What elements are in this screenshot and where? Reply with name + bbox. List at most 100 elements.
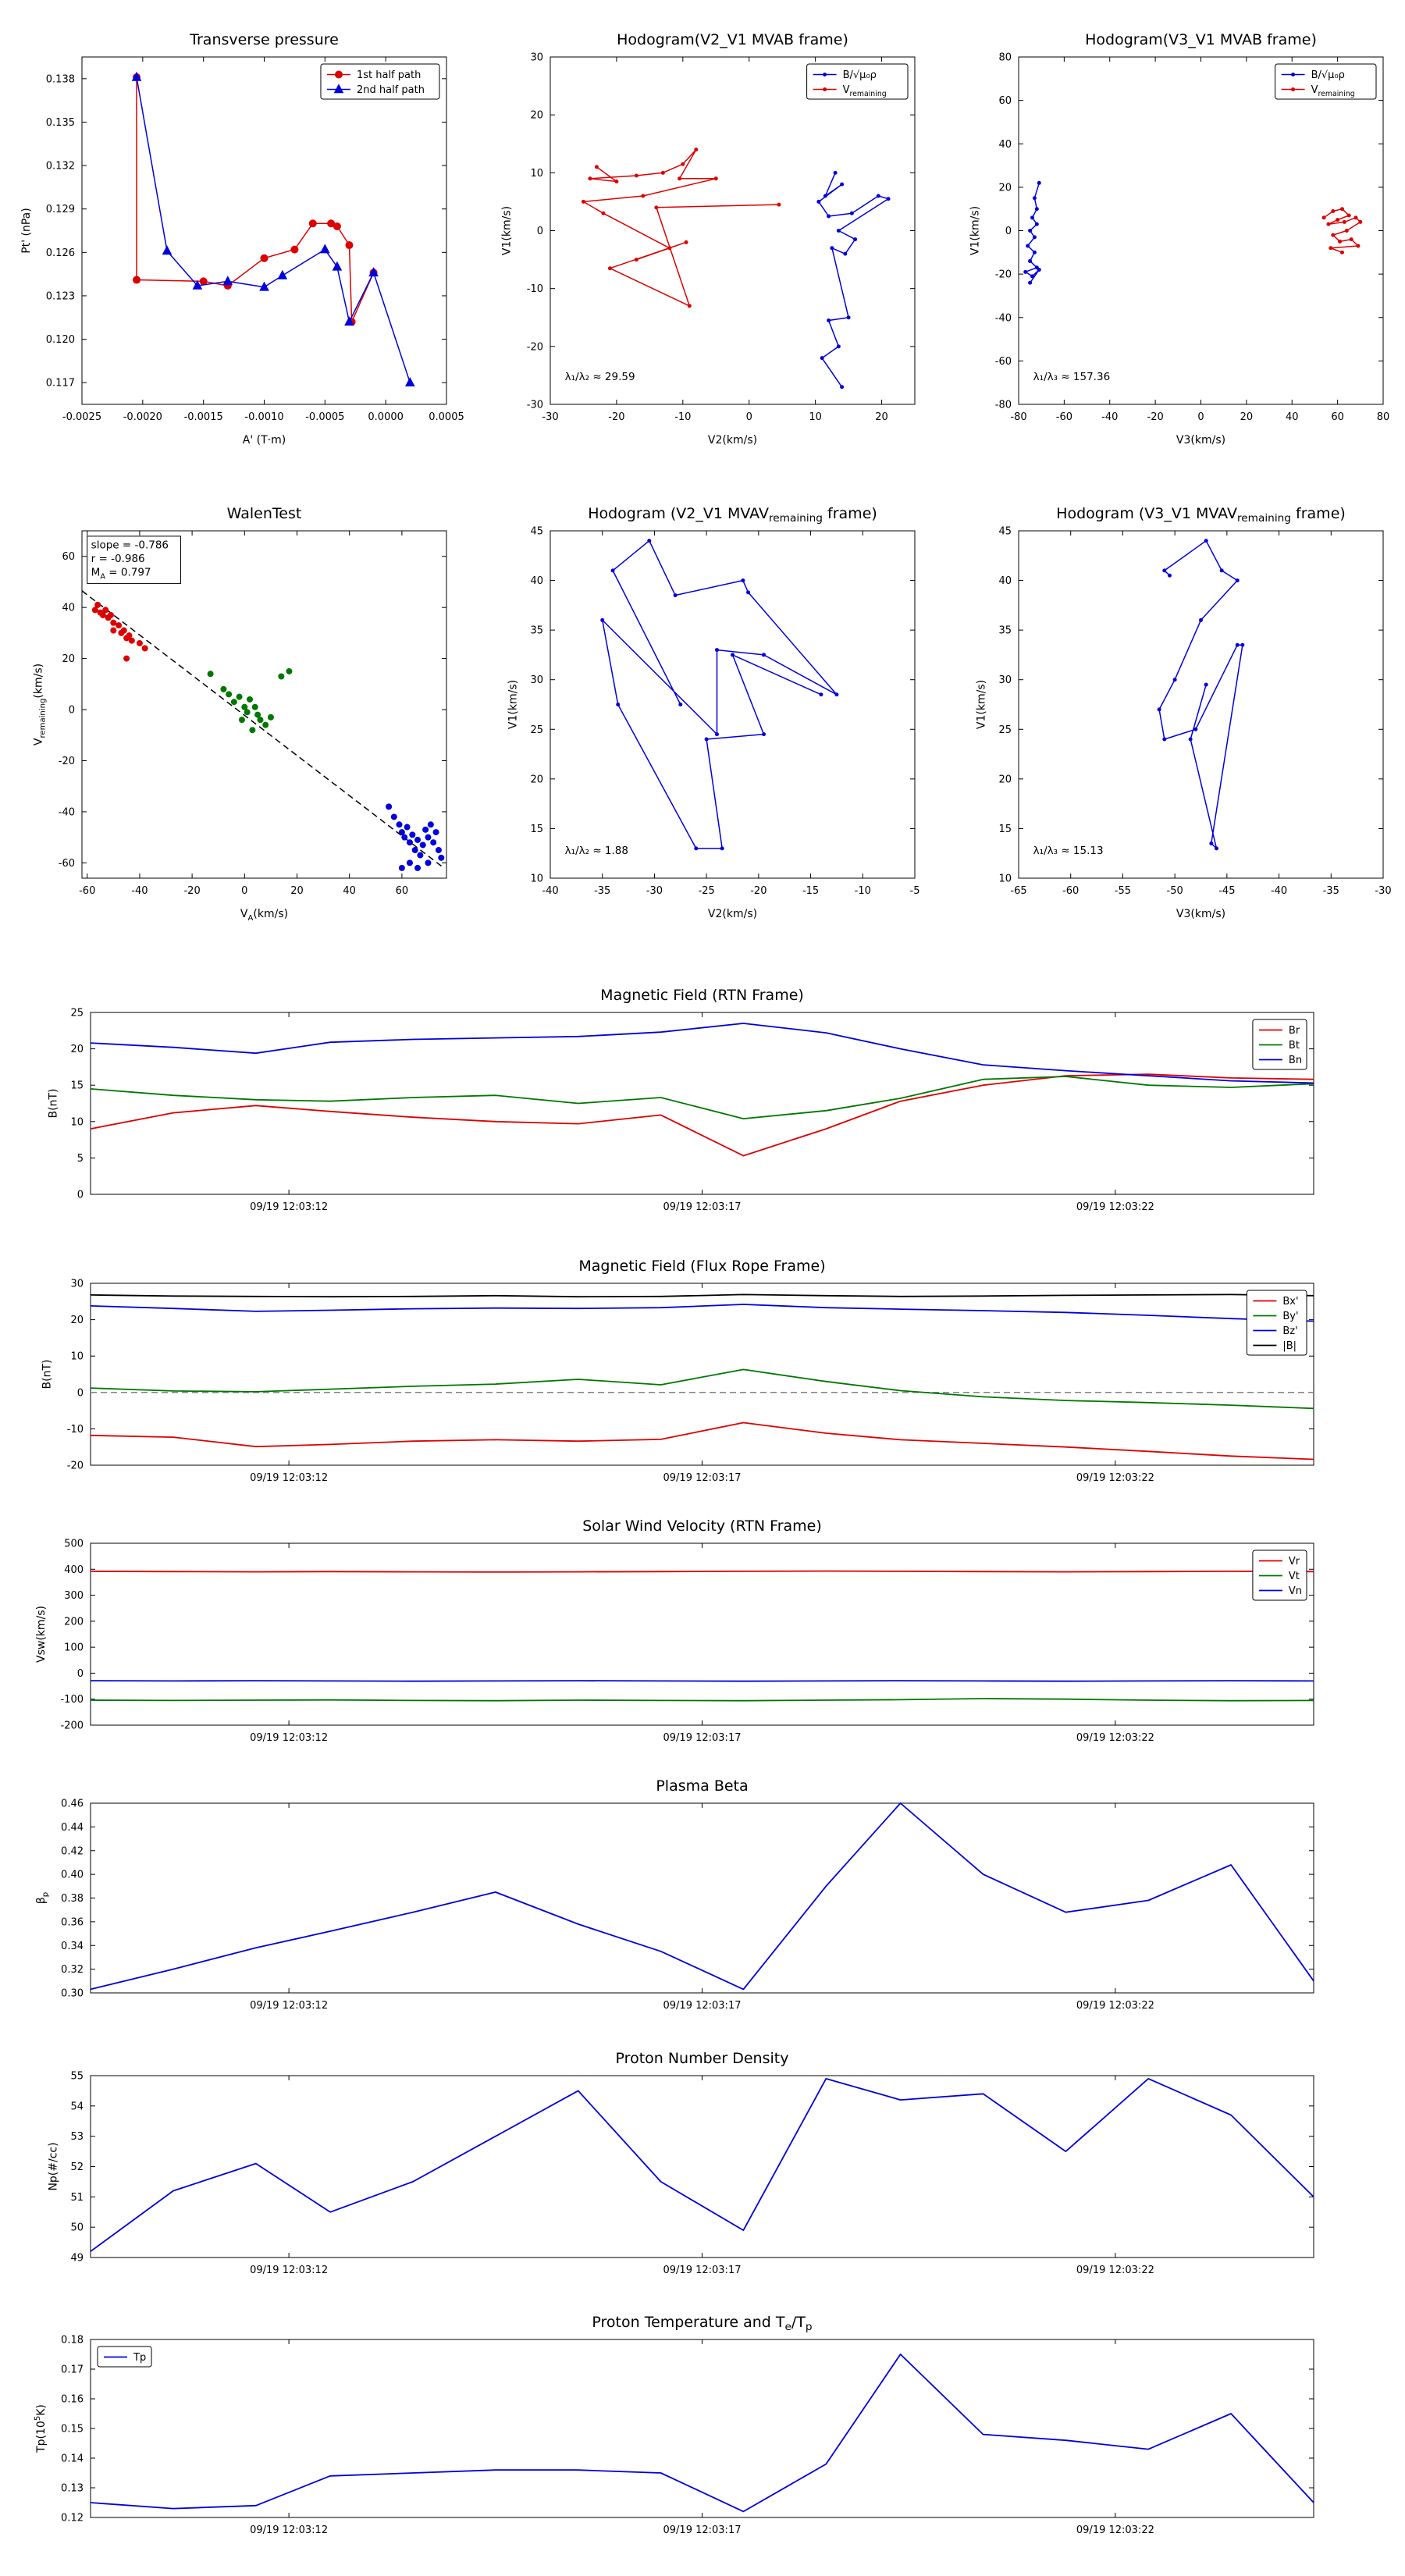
chart-title: Magnetic Field (Flux Rope Frame) (578, 1258, 825, 1275)
y-tick-label: 0.16 (61, 2394, 84, 2406)
svg-text:slope = -0.786: slope = -0.786 (91, 539, 169, 551)
series-aux-0 (90, 2078, 1314, 2252)
y-tick-label: 52 (70, 2161, 84, 2173)
proton_number_density-svg: 09/19 12:03:12 09/19 12:03:17 09/19 12:03:… (47, 2050, 1314, 2276)
x-tick-label: -15 (802, 885, 819, 897)
chart-walen-test: -60 -40 -20 0 20 40 60 -60 -40 -20 0 20 40 60 WalenTes… (0, 486, 468, 937)
x-tick-label: 20 (875, 411, 888, 423)
y-tick-label: -40 (59, 806, 75, 818)
x-axis-label: VA(km/s) (240, 908, 288, 923)
axes-frame (550, 530, 916, 879)
y-tick-label: 0.117 (46, 378, 75, 390)
y-tick-label: 20 (998, 774, 1012, 785)
y-axis-label: V1(km/s) (507, 680, 519, 729)
x-tick-label: 09/19 12:03:22 (1076, 2265, 1154, 2276)
y-tick-label: 60 (62, 551, 75, 563)
x-axis-label: V2(km/s) (708, 434, 757, 447)
y-axis-label: V1(km/s) (501, 206, 514, 255)
y-axis-label: B(nT) (41, 1360, 54, 1389)
chart-title: Hodogram(V2_V1 MVAB frame) (617, 31, 848, 48)
x-tick-label: 09/19 12:03:17 (663, 1201, 742, 1213)
x-tick-label: -40 (1271, 885, 1287, 897)
annotation: λ₁/λ₂ ≈ 1.88 (565, 845, 628, 857)
x-tick-label: -20 (750, 885, 767, 897)
y-tick-label: 20 (530, 774, 543, 785)
y-tick-label: 30 (70, 1279, 84, 1290)
y-tick-label: 53 (70, 2131, 84, 2143)
series-Vremaining (581, 148, 781, 308)
series-Tp (90, 2354, 1314, 2513)
x-tick-label: -35 (594, 885, 610, 897)
chart-title: WalenTest (227, 505, 302, 522)
y-tick-label: 0 (77, 1190, 84, 1201)
proton_temperature-svg: 09/19 12:03:12 09/19 12:03:17 09/19 12:03:… (34, 2314, 1314, 2536)
legend: Tp (97, 2346, 152, 2368)
x-tick-label: -80 (1010, 411, 1026, 423)
chart-hodogram-mvab-v3v1: -80 -60 -40 -20 0 20 40 60 80 -80 -60 -40 -20 0 20 40 60… (937, 12, 1405, 463)
x-tick-label: 09/19 12:03:12 (250, 1472, 328, 1484)
y-tick-label: 300 (64, 1590, 84, 1602)
x-axis-label: V2(km/s) (708, 908, 757, 920)
legend-label: Bn (1289, 1055, 1302, 1066)
chart-title: Plasma Beta (656, 1777, 748, 1795)
y-tick-label: 10 (530, 168, 543, 180)
x-tick-label: 09/19 12:03:17 (663, 2000, 742, 2012)
y-tick-label: 0.38 (61, 1893, 84, 1905)
svg-text:r = -0.986: r = -0.986 (91, 553, 145, 565)
y-tick-label: 35 (530, 625, 543, 637)
x-tick-label: 0.0005 (429, 411, 464, 423)
x-tick-label: 09/19 12:03:22 (1076, 2524, 1154, 2536)
y-tick-label: 0.13 (61, 2483, 84, 2495)
x-tick-label: -65 (1010, 885, 1026, 897)
y-tick-label: 30 (530, 674, 543, 686)
series-Bt (90, 1076, 1314, 1120)
y-tick-label: 20 (530, 110, 543, 122)
legend: B/√μ₀ρ Vremaining (1275, 63, 1377, 100)
y-tick-label: 10 (998, 873, 1012, 885)
x-tick-label: 09/19 12:03:12 (250, 1732, 328, 1744)
x-tick-label: 0 (746, 411, 752, 423)
y-tick-label: 0.18 (61, 2335, 84, 2347)
y-tick-label: 45 (530, 526, 543, 538)
legend-label: By' (1282, 1311, 1298, 1322)
y-tick-label: -40 (995, 312, 1012, 324)
series-aux-1 (91, 601, 148, 662)
x-tick-label: -60 (79, 885, 95, 897)
x-tick-label: -10 (674, 411, 691, 423)
series-Vt (90, 1698, 1314, 1702)
y-tick-label: -20 (59, 756, 75, 767)
svg-text:λ₁/λ₂ ≈ 1.88: λ₁/λ₂ ≈ 1.88 (565, 845, 628, 857)
y-tick-label: 20 (70, 1044, 84, 1055)
y-tick-label: 0.30 (61, 1988, 84, 2000)
x-tick-label: 09/19 12:03:22 (1076, 1732, 1154, 1744)
walen_test-svg: -60 -40 -20 0 20 40 60 -60 -40 -20 0 20 40 60 WalenTes… (33, 505, 447, 923)
x-tick-label: 09/19 12:03:17 (663, 2265, 742, 2276)
y-tick-label: 0.132 (46, 161, 75, 173)
y-tick-label: 10 (70, 1351, 84, 1363)
y-tick-label: 25 (70, 1008, 84, 1019)
y-axis-label: Pt' (nPa) (20, 208, 33, 253)
svg-text:λ₁/λ₂ ≈ 29.59: λ₁/λ₂ ≈ 29.59 (565, 371, 635, 383)
y-tick-label: 200 (64, 1616, 84, 1628)
x-tick-label: -30 (1375, 885, 1391, 897)
x-tick-label: -10 (855, 885, 871, 897)
x-tick-label: -60 (1062, 885, 1079, 897)
transverse_pressure-svg: -0.0025 -0.0020 -0.0015 -0.0010 -0.0005 0.000… (20, 31, 464, 447)
axes-frame (1018, 530, 1384, 879)
chart-plasma-beta: 09/19 12:03:12 09/19 12:03:17 09/19 12:03:… (0, 1763, 1405, 2028)
x-tick-label: 10 (809, 411, 822, 423)
x-tick-label: -40 (131, 885, 148, 897)
chart-proton-temperature: 09/19 12:03:12 09/19 12:03:17 09/19 12:03:… (0, 2299, 1405, 2553)
hodogram_mvab_v2v1-svg: -30 -20 -10 0 10 20 -30 -20 -10 0 10 20 30 Hodogram(V… (501, 31, 916, 447)
mag_field_rtn-svg: 09/19 12:03:12 09/19 12:03:17 09/19 12:03:… (47, 987, 1314, 1213)
legend-label: Vr (1289, 1556, 1300, 1567)
y-tick-label: 0.14 (61, 2453, 84, 2465)
legend-label: Bx' (1282, 1296, 1298, 1308)
y-tick-label: 15 (998, 824, 1012, 835)
annotation: λ₁/λ₂ ≈ 29.59 (565, 371, 635, 383)
series-aux-0 (600, 539, 839, 851)
svg-text:λ₁/λ₃ ≈ 157.36: λ₁/λ₃ ≈ 157.36 (1033, 371, 1110, 383)
x-tick-label: -0.0005 (305, 411, 344, 423)
y-tick-label: 25 (530, 724, 543, 736)
